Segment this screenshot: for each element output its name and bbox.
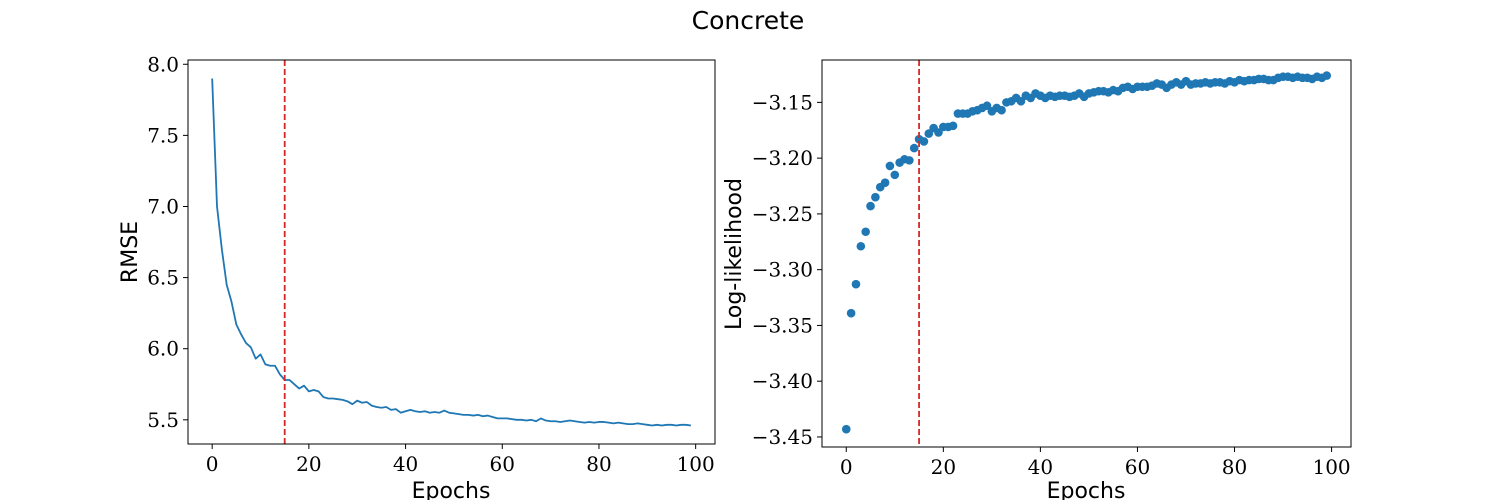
loglikelihood-x-tick-label: 100 — [1312, 455, 1350, 479]
loglikelihood-data-point — [880, 178, 890, 187]
loglikelihood-chart: 0 20 40 60 80 100 −3.45 −3.40 −3.35 −3.30 −3.25 −3.… — [722, 59, 1352, 500]
loglikelihood-data-point — [856, 241, 866, 251]
loglikelihood-data-point — [861, 227, 870, 237]
loglikelihood-data-point — [866, 201, 875, 211]
rmse-x-tick-label: 60 — [490, 452, 515, 476]
loglikelihood-data-point — [1016, 96, 1026, 106]
loglikelihood-y-axis-label: Log-likelihood — [722, 178, 747, 330]
rmse-x-axis-label: Epochs — [412, 479, 491, 500]
loglikelihood-data-point — [934, 128, 943, 137]
loglikelihood-x-tick-label: 60 — [1125, 455, 1150, 479]
loglikelihood-data-point — [846, 308, 856, 318]
loglikelihood-data-point — [924, 129, 934, 138]
loglikelihood-data-point — [841, 424, 851, 434]
loglikelihood-y-tick-label: −3.40 — [752, 369, 813, 393]
rmse-x-tick-label: 0 — [206, 452, 219, 476]
rmse-y-tick-label: 8.0 — [147, 52, 179, 76]
loglikelihood-x-axis-label: Epochs — [1047, 479, 1126, 500]
figure-title: Concrete — [692, 6, 805, 35]
rmse-y-tick-label: 7.5 — [147, 123, 179, 147]
loglikelihood-data-point — [871, 192, 880, 202]
rmse-series-line — [211, 78, 691, 427]
rmse-y-tick-label: 7.0 — [147, 194, 179, 218]
loglikelihood-data-point — [851, 279, 861, 289]
rmse-x-tick-label: 100 — [677, 452, 715, 476]
loglikelihood-y-tick-label: −3.45 — [752, 425, 813, 449]
loglikelihood-data-point — [982, 101, 992, 111]
loglikelihood-data-point — [890, 170, 900, 180]
loglikelihood-data-point — [905, 156, 914, 165]
loglikelihood-y-tick-label: −3.30 — [752, 258, 813, 282]
loglikelihood-y-tick-label: −3.15 — [752, 90, 813, 114]
loglikelihood-data-point — [885, 161, 895, 171]
rmse-y-tick-label: 5.5 — [147, 408, 179, 432]
loglikelihood-y-tick-label: −3.20 — [752, 146, 813, 170]
loglikelihood-data-point — [1322, 71, 1332, 80]
loglikelihood-y-tick-label: −3.25 — [752, 202, 813, 226]
rmse-y-axis-label: RMSE — [118, 221, 143, 283]
rmse-axes-frame — [187, 59, 716, 445]
loglikelihood-x-tick-label: 20 — [931, 455, 956, 479]
loglikelihood-x-tick-label: 80 — [1222, 455, 1247, 479]
rmse-x-tick-label: 80 — [586, 452, 611, 476]
loglikelihood-y-tick-label: −3.35 — [752, 313, 813, 337]
rmse-x-tick-label: 40 — [393, 452, 418, 476]
loglikelihood-data-point — [997, 105, 1006, 115]
loglikelihood-x-tick-label: 0 — [840, 455, 853, 479]
loglikelihood-data-point — [948, 121, 958, 131]
loglikelihood-data-point — [909, 143, 919, 153]
rmse-x-tick-label: 20 — [296, 452, 321, 476]
rmse-y-tick-label: 6.5 — [147, 266, 179, 290]
rmse-y-tick-label: 6.0 — [147, 337, 179, 361]
loglikelihood-axes-frame — [821, 59, 1352, 448]
loglikelihood-x-tick-label: 40 — [1028, 455, 1053, 479]
loglikelihood-data-point — [919, 137, 929, 146]
rmse-chart: 0 20 40 60 80 100 5.5 6.0 6.5 7.0 7.5 8.0 Epochs RM… — [118, 52, 716, 500]
